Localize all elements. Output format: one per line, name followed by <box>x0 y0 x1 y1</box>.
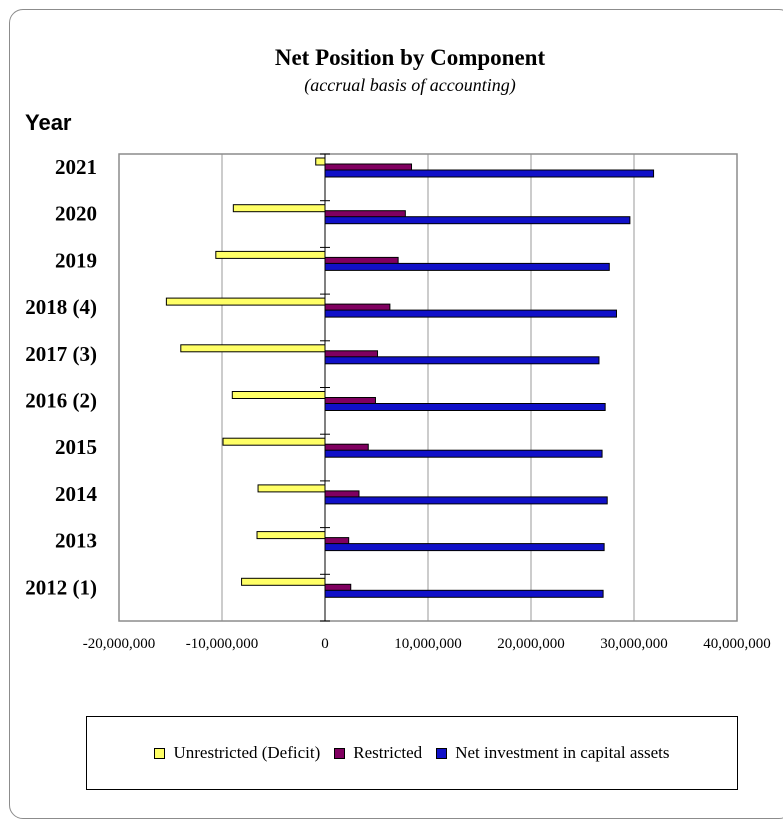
legend: Unrestricted (Deficit) Restricted Net in… <box>86 716 738 790</box>
y-axis-label: Year <box>25 110 72 135</box>
category-label-0: 2021 <box>55 155 97 179</box>
chart-frame <box>9 9 783 819</box>
x-tick-label-6: 40,000,000 <box>703 636 771 652</box>
category-label-6: 2015 <box>55 435 97 459</box>
bar-unrestricted-deficit-2013 <box>256 531 326 540</box>
x-tick-label-5: 30,000,000 <box>600 636 668 652</box>
bar-net-investment-in-capital-assets-2020 <box>324 216 631 225</box>
bar-net-investment-in-capital-assets-2017-3 <box>324 356 600 365</box>
x-tick-label-3: 10,000,000 <box>394 636 462 652</box>
bar-unrestricted-deficit-2015 <box>222 437 326 446</box>
bar-unrestricted-deficit-2020 <box>232 204 326 213</box>
bar-net-investment-in-capital-assets-2015 <box>324 449 603 458</box>
bar-net-investment-in-capital-assets-2019 <box>324 262 610 271</box>
legend-item-unrestricted: Unrestricted (Deficit) <box>154 743 320 763</box>
bar-net-investment-in-capital-assets-2018-4 <box>324 309 617 318</box>
category-label-9: 2012 (1) <box>25 575 97 599</box>
x-tick-label-1: -10,000,000 <box>186 636 259 652</box>
category-label-2: 2019 <box>55 248 97 272</box>
category-label-3: 2018 (4) <box>25 295 97 319</box>
category-label-1: 2020 <box>55 202 97 226</box>
plot-area-border <box>118 153 738 622</box>
bar-unrestricted-deficit-2014 <box>257 484 326 493</box>
legend-label-net-investment: Net investment in capital assets <box>455 743 670 762</box>
x-tick-label-2: 0 <box>321 636 329 652</box>
legend-label-unrestricted: Unrestricted (Deficit) <box>173 743 321 762</box>
legend-swatch-unrestricted <box>154 747 166 759</box>
bar-net-investment-in-capital-assets-2012-1 <box>324 589 604 598</box>
bar-unrestricted-deficit-2018-4 <box>165 297 326 306</box>
bar-net-investment-in-capital-assets-2016-2 <box>324 403 606 411</box>
chart-title: Net Position by Component <box>274 45 546 70</box>
bar-unrestricted-deficit-2016-2 <box>231 391 326 399</box>
legend-label-restricted: Restricted <box>353 743 423 762</box>
legend-swatch-restricted <box>334 747 346 759</box>
bar-unrestricted-deficit-2012-1 <box>241 577 326 586</box>
bar-unrestricted-deficit-2019 <box>215 250 326 259</box>
x-tick-label-4: 20,000,000 <box>497 636 565 652</box>
legend-item-net-investment: Net investment in capital assets <box>436 743 670 763</box>
bar-unrestricted-deficit-2017-3 <box>180 344 326 353</box>
bar-net-investment-in-capital-assets-2013 <box>324 543 605 552</box>
bar-net-investment-in-capital-assets-2021 <box>324 169 655 178</box>
chart-subtitle: (accrual basis of accounting) <box>304 75 516 95</box>
legend-swatch-net-investment <box>436 747 448 759</box>
legend-item-restricted: Restricted <box>334 743 422 763</box>
category-label-4: 2017 (3) <box>25 342 97 366</box>
category-label-5: 2016 (2) <box>25 389 97 413</box>
bar-net-investment-in-capital-assets-2014 <box>324 496 608 505</box>
category-label-8: 2013 <box>55 529 97 553</box>
category-label-7: 2014 <box>55 482 98 506</box>
bar-unrestricted-deficit-2021 <box>315 157 326 166</box>
x-tick-label-0: -20,000,000 <box>83 636 156 652</box>
